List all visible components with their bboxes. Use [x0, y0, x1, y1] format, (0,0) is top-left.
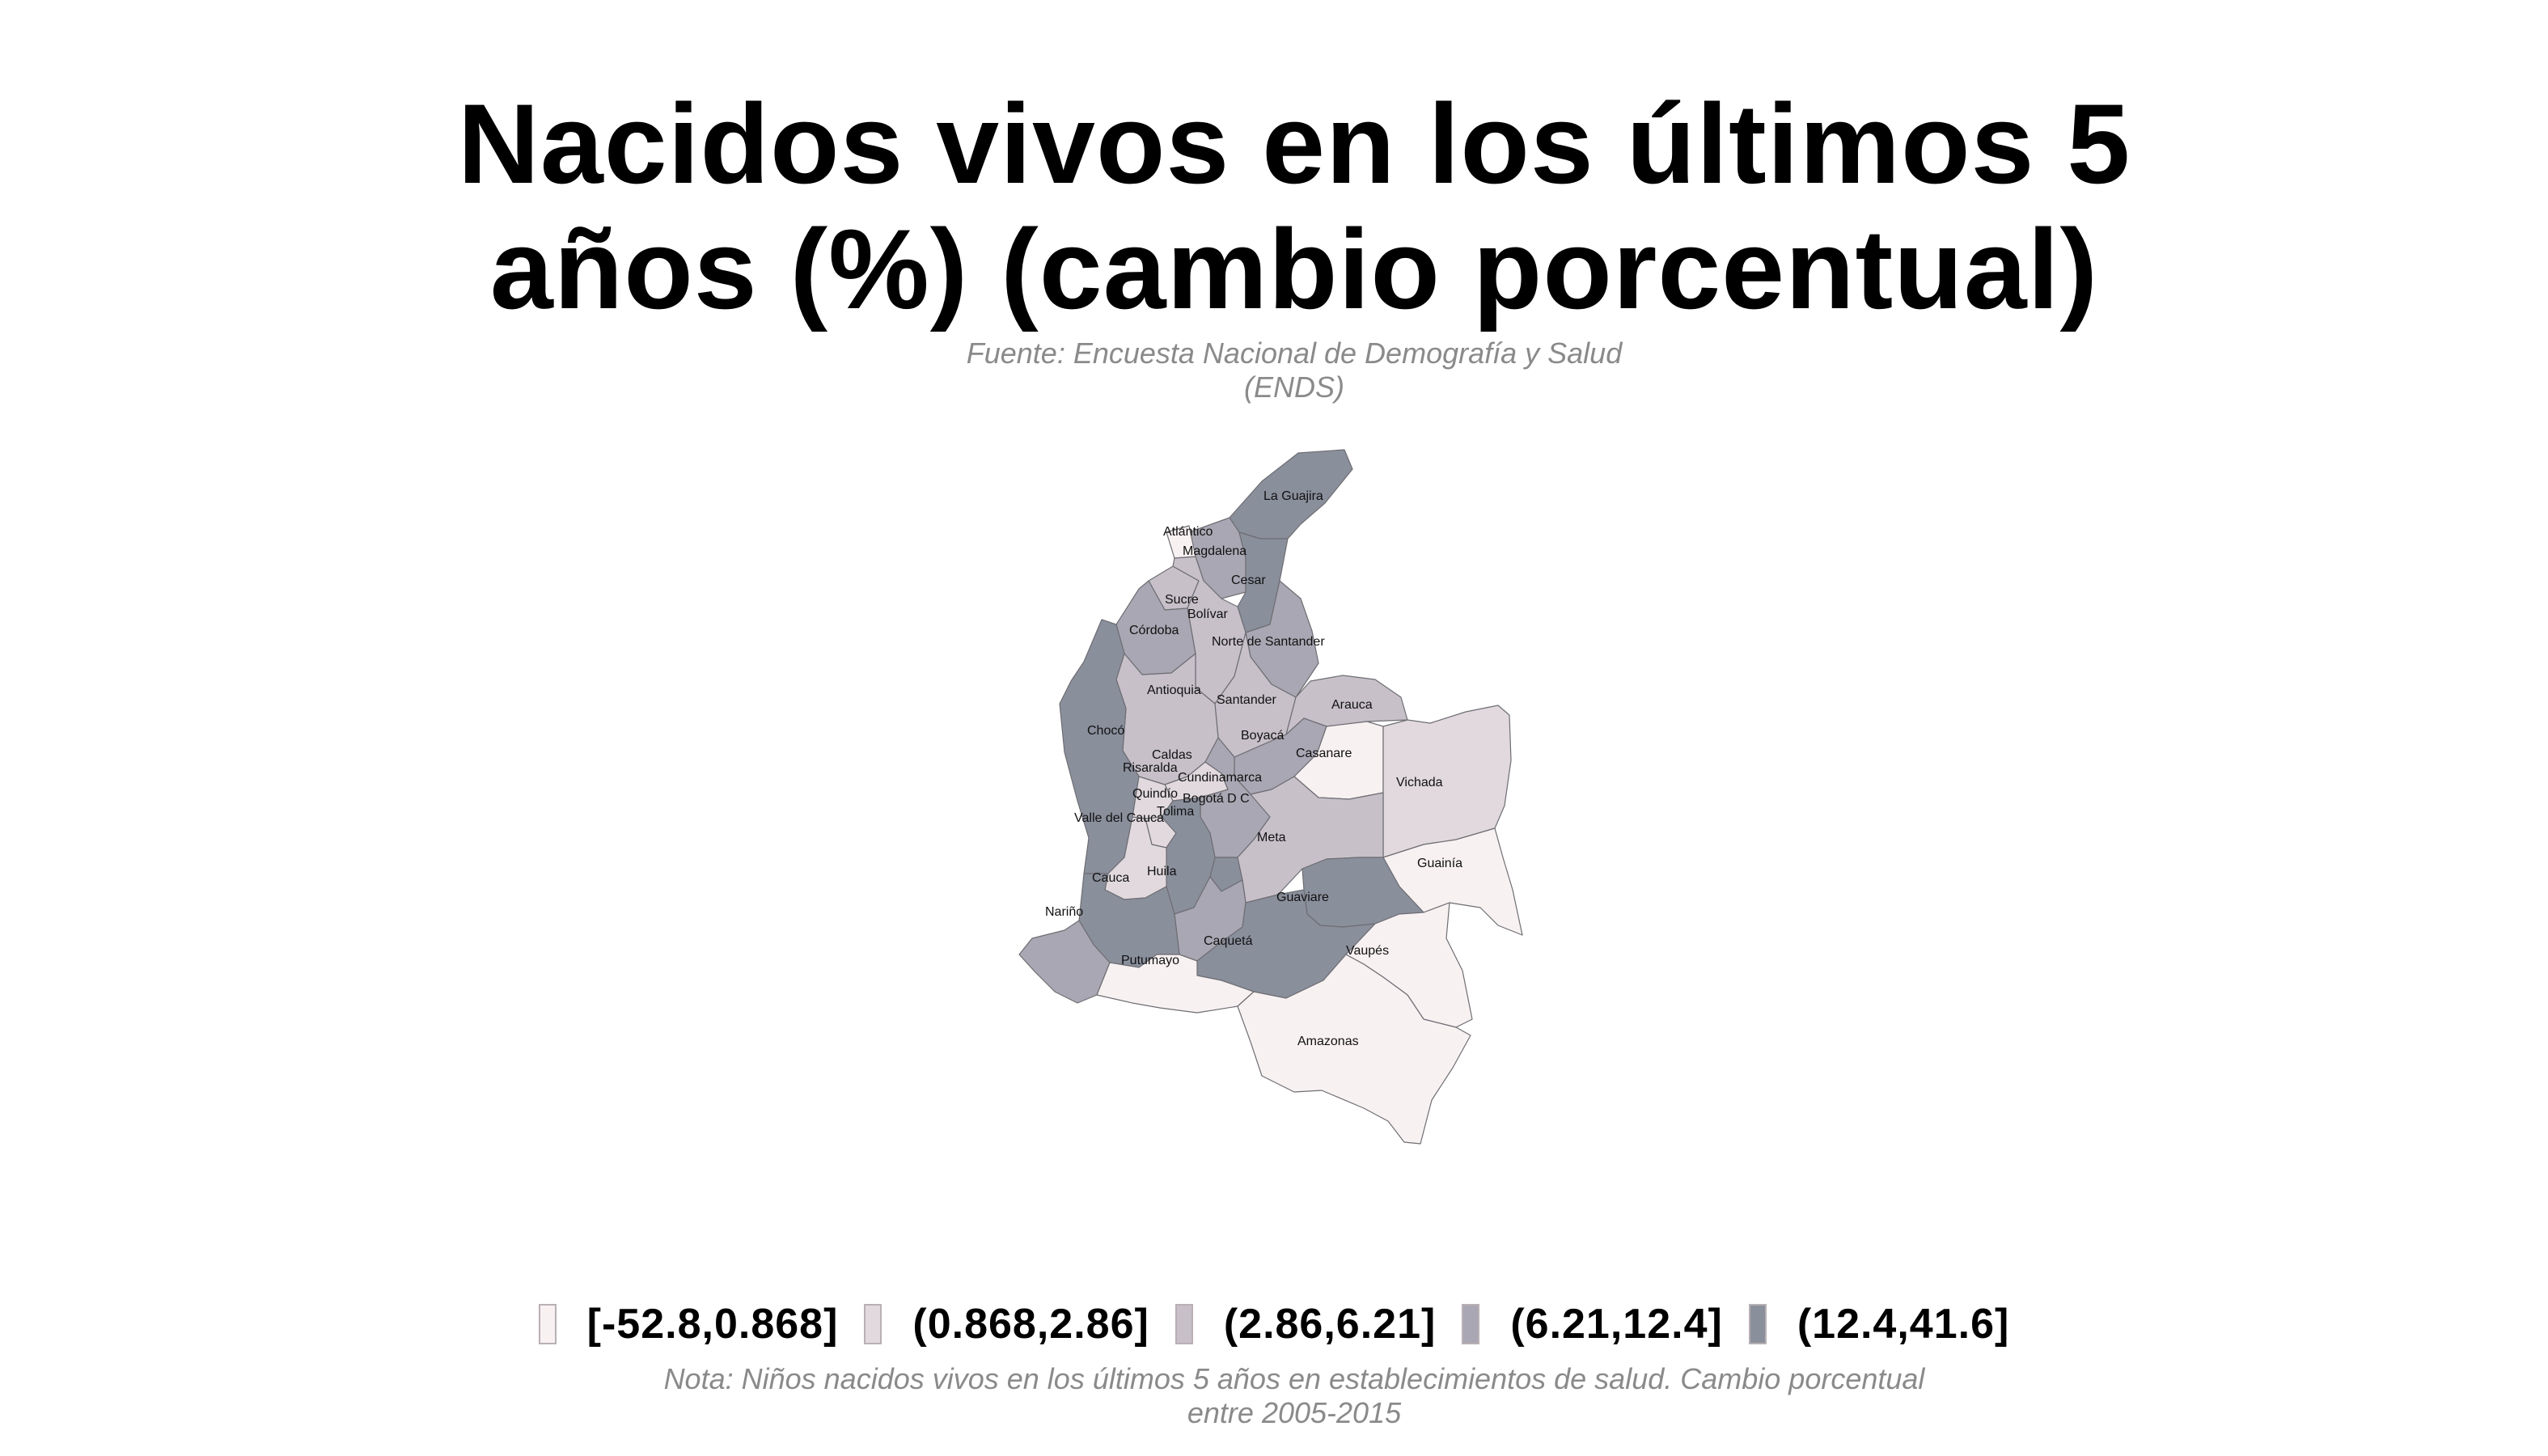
region-label-antioquia: Antioquia — [1147, 684, 1201, 697]
legend-item: (0.868,2.86] — [864, 1300, 1149, 1348]
region-label-risaralda: Risaralda — [1123, 761, 1178, 775]
source-caption: Fuente: Encuesta Nacional de Demografía … — [966, 336, 1623, 404]
region-label-la-guajira: La Guajira — [1263, 489, 1323, 503]
region-label-tolima: Tolima — [1157, 805, 1194, 819]
region-label-meta: Meta — [1257, 831, 1286, 844]
region-labels: La Guajira Atlántico Magdalena Cesar Suc… — [1045, 489, 1462, 1048]
legend-item: (12.4,41.6] — [1748, 1300, 2010, 1348]
region-shapes — [1018, 449, 1523, 1145]
region-label-casanare: Casanare — [1296, 747, 1352, 760]
legend-swatch — [1748, 1304, 1767, 1344]
region-label-cordoba: Córdoba — [1129, 624, 1179, 637]
region-label-putumayo: Putumayo — [1121, 954, 1179, 967]
legend-label: (12.4,41.6] — [1797, 1301, 2010, 1348]
region-label-bolivar: Bolívar — [1187, 607, 1228, 621]
region-label-cundinamarca: Cundinamarca — [1178, 771, 1262, 785]
legend-label: (6.21,12.4] — [1510, 1301, 1723, 1348]
legend-item: (2.86,6.21] — [1175, 1300, 1437, 1348]
region-label-vichada: Vichada — [1396, 776, 1443, 789]
footnote: Nota: Niños nacidos vivos en los últimos… — [663, 1362, 1925, 1429]
colombia-choropleth-map: La Guajira Atlántico Magdalena Cesar Suc… — [1018, 449, 1523, 1145]
region-amazonas — [1237, 954, 1471, 1145]
region-label-caqueta: Caquetá — [1204, 934, 1253, 948]
region-label-caldas: Caldas — [1152, 748, 1192, 762]
region-label-bogota-dc: Bogotá D C — [1183, 792, 1250, 806]
legend-label: (2.86,6.21] — [1223, 1301, 1437, 1348]
legend-label: [-52.8,0.868] — [586, 1301, 839, 1348]
legend-swatch — [864, 1304, 882, 1344]
legend: [-52.8,0.868] (0.868,2.86] (2.86,6.21] (… — [0, 1296, 2548, 1352]
chart-title: Nacidos vivos en los últimos 5 años (%) … — [457, 80, 2131, 332]
region-label-guaviare: Guaviare — [1276, 891, 1329, 904]
region-label-huila: Huila — [1147, 865, 1177, 878]
region-label-choco: Chocó — [1087, 724, 1124, 738]
region-label-valle-del-cauca: Valle del Cauca — [1074, 811, 1164, 825]
region-label-atlantico: Atlántico — [1163, 525, 1213, 539]
region-label-boyaca: Boyacá — [1241, 729, 1284, 743]
region-putumayo — [1096, 954, 1255, 1014]
region-label-magdalena: Magdalena — [1183, 544, 1246, 558]
region-label-arauca: Arauca — [1331, 698, 1373, 712]
region-label-norte-de-santander: Norte de Santander — [1212, 635, 1325, 649]
region-label-amazonas: Amazonas — [1297, 1035, 1359, 1048]
legend-item: [-52.8,0.868] — [538, 1300, 839, 1348]
region-label-vaupes: Vaupés — [1346, 944, 1389, 958]
region-label-guainia: Guainía — [1417, 857, 1462, 870]
region-label-sucre: Sucre — [1165, 593, 1199, 607]
legend-swatch — [538, 1304, 557, 1344]
region-label-cesar: Cesar — [1231, 574, 1266, 587]
region-label-cauca: Cauca — [1092, 871, 1129, 885]
region-label-quindio: Quindío — [1132, 787, 1178, 801]
legend-swatch — [1175, 1304, 1193, 1344]
region-label-narino: Nariño — [1045, 905, 1083, 919]
legend-label: (0.868,2.86] — [912, 1301, 1149, 1348]
legend-item: (6.21,12.4] — [1462, 1300, 1723, 1348]
legend-swatch — [1462, 1304, 1480, 1344]
region-label-santander: Santander — [1217, 693, 1277, 707]
